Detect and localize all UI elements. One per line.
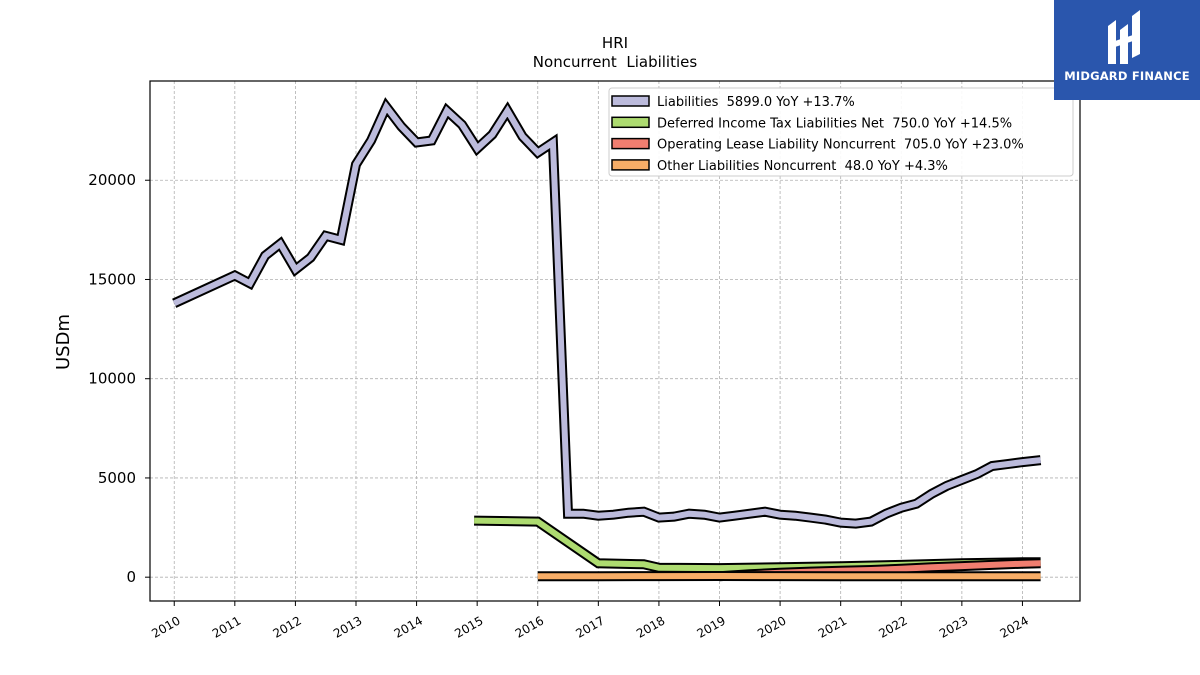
x-tick-label: 2012 bbox=[270, 613, 303, 640]
x-tick-label: 2014 bbox=[392, 613, 425, 640]
chart-title: HRI bbox=[602, 34, 628, 52]
x-tick-label: 2020 bbox=[755, 613, 788, 640]
x-axis: 2010 2011 2012 2013 2014 2015 2016 2017 2018 2019… bbox=[149, 601, 1031, 641]
legend-label: Other Liabilities Noncurrent 48.0 YoY +4… bbox=[657, 159, 948, 174]
x-tick-label: 2011 bbox=[210, 613, 243, 640]
series-line-liabilities bbox=[172, 100, 1041, 527]
brand-name: MIDGARD FINANCE bbox=[1064, 69, 1190, 83]
legend-swatch bbox=[611, 137, 650, 150]
series-group bbox=[172, 97, 1042, 582]
y-tick-label: 0 bbox=[126, 568, 136, 586]
y-tick-label: 10000 bbox=[88, 370, 136, 388]
x-tick-label: 2013 bbox=[331, 613, 364, 640]
x-tick-label: 2019 bbox=[695, 613, 728, 640]
brand-logo: MIDGARD FINANCE bbox=[1054, 0, 1200, 100]
x-tick-label: 2010 bbox=[149, 613, 182, 640]
legend-label: Deferred Income Tax Liabilities Net 750.… bbox=[657, 116, 1012, 131]
legend-swatch bbox=[611, 95, 650, 107]
x-tick-label: 2023 bbox=[937, 613, 970, 640]
x-tick-label: 2022 bbox=[876, 613, 909, 640]
y-axis-label: USDm bbox=[53, 314, 74, 370]
x-tick-label: 2015 bbox=[452, 613, 485, 640]
x-tick-label: 2017 bbox=[573, 613, 606, 640]
legend-label: Operating Lease Liability Noncurrent 705… bbox=[657, 138, 1024, 153]
legend-swatch bbox=[611, 159, 650, 171]
legend-box bbox=[608, 87, 1074, 177]
y-tick-label: 5000 bbox=[98, 469, 136, 487]
y-tick-label: 15000 bbox=[88, 270, 136, 288]
x-tick-label: 2024 bbox=[997, 613, 1030, 640]
series-line-deferred-income-tax-liabilities-net bbox=[474, 517, 1041, 572]
y-tick-label: 20000 bbox=[88, 171, 136, 189]
legend: Liabilities 5899.0 YoY +13.7% Deferred In… bbox=[608, 87, 1074, 177]
chart-subtitle: Noncurrent Liabilities bbox=[533, 53, 698, 71]
x-tick-label: 2016 bbox=[513, 613, 546, 640]
y-axis: 0 5000 10000 15000 20000 bbox=[88, 171, 150, 586]
x-tick-label: 2018 bbox=[634, 613, 667, 640]
plot-frame bbox=[149, 80, 1081, 602]
midgard-logo-icon bbox=[1108, 10, 1140, 64]
legend-swatch bbox=[611, 116, 650, 129]
x-tick-label: 2021 bbox=[816, 613, 849, 640]
legend-label: Liabilities 5899.0 YoY +13.7% bbox=[657, 95, 855, 110]
